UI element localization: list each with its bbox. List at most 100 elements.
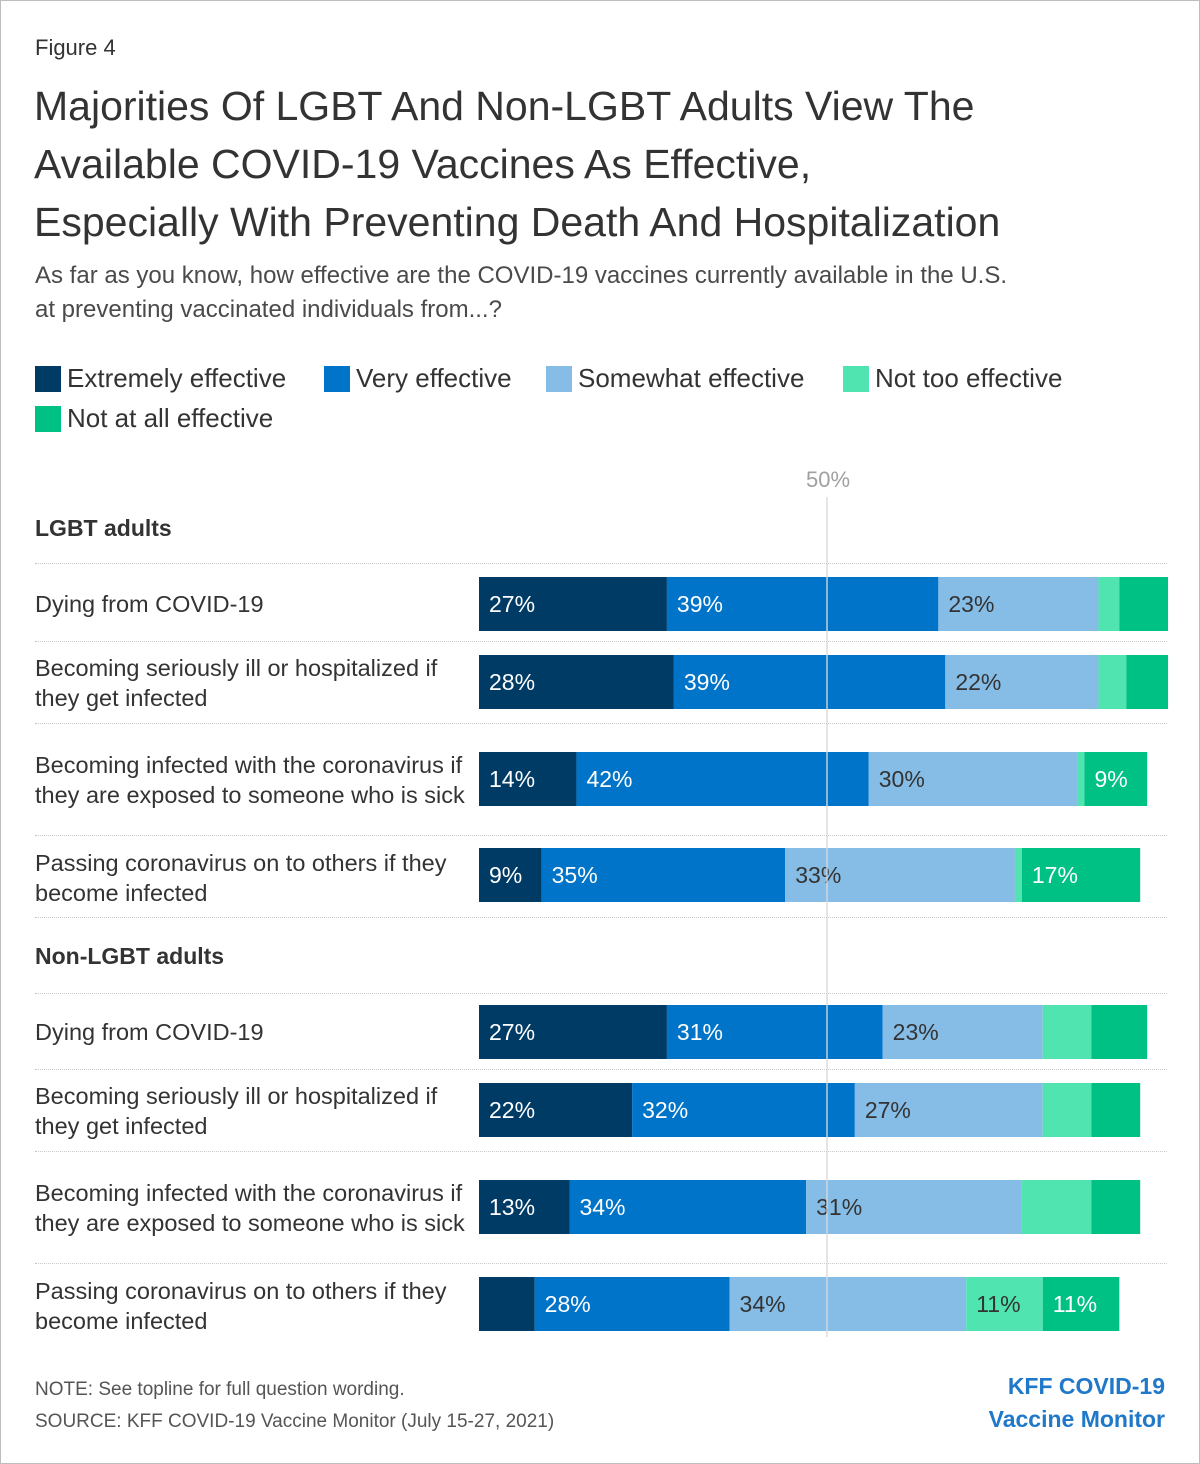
row-label: Becoming infected with the coronavirus i… bbox=[35, 1180, 465, 1236]
bar-segment bbox=[666, 577, 939, 631]
data-label: 42% bbox=[586, 766, 632, 792]
bar-segment bbox=[479, 1083, 633, 1137]
data-label: 22% bbox=[955, 669, 1001, 695]
divider bbox=[35, 1151, 1167, 1152]
data-label: 17% bbox=[1032, 862, 1078, 888]
bar-segment bbox=[806, 1180, 1022, 1234]
data-label: 23% bbox=[948, 591, 994, 617]
bar-segment bbox=[1119, 577, 1169, 631]
divider bbox=[35, 917, 1167, 918]
bar-segment bbox=[534, 1277, 730, 1331]
legend-label: Extremely effective bbox=[67, 363, 287, 393]
bar-segment bbox=[541, 848, 786, 902]
bar-segment bbox=[1098, 577, 1120, 631]
bar-segment bbox=[569, 1180, 807, 1234]
group-heading-non-lgbt: Non-LGBT adults bbox=[35, 943, 225, 969]
bar-segment bbox=[576, 752, 869, 806]
data-label: 31% bbox=[677, 1019, 723, 1045]
legend-item-extremely: Extremely effective bbox=[35, 363, 286, 394]
data-label: 23% bbox=[893, 1019, 939, 1045]
data-label: 27% bbox=[865, 1097, 911, 1123]
group-heading-lgbt: LGBT adults bbox=[35, 515, 172, 541]
data-label: 34% bbox=[740, 1291, 786, 1317]
bar-segment bbox=[1042, 1083, 1092, 1137]
bar-segment bbox=[938, 577, 1099, 631]
chart-source: SOURCE: KFF COVID-19 Vaccine Monitor (Ju… bbox=[35, 1411, 555, 1432]
legend-item-not-too: Not too effective bbox=[843, 363, 1062, 394]
data-label: 11% bbox=[1053, 1291, 1097, 1317]
bar-segment bbox=[868, 752, 1078, 806]
title-line: Available COVID-19 Vaccines As Effective… bbox=[34, 141, 812, 187]
legend-label: Very effective bbox=[356, 363, 512, 393]
row-label: Dying from COVID-19 bbox=[35, 1019, 264, 1045]
legend-item-very: Very effective bbox=[324, 363, 512, 394]
title-line: Especially With Preventing Death And Hos… bbox=[34, 199, 1001, 245]
divider bbox=[35, 641, 1167, 642]
data-label: 34% bbox=[579, 1194, 625, 1220]
bar-segment bbox=[479, 577, 667, 631]
figure-label: Figure 4 bbox=[35, 35, 116, 60]
bar-segment bbox=[479, 752, 577, 806]
divider bbox=[35, 1263, 1167, 1264]
bar-segment bbox=[1084, 752, 1148, 806]
row-label: Passing coronavirus on to others if they… bbox=[35, 1278, 447, 1334]
data-label: 27% bbox=[489, 1019, 535, 1045]
chart-subtitle: As far as you know, how effective are th… bbox=[35, 259, 1175, 327]
bar-segment bbox=[1021, 848, 1141, 902]
bar-segment bbox=[729, 1277, 967, 1331]
data-label: 30% bbox=[879, 766, 925, 792]
bar-segment bbox=[1042, 1005, 1092, 1059]
bar-segment bbox=[479, 1180, 570, 1234]
data-label: 9% bbox=[489, 862, 522, 888]
title-line: Majorities Of LGBT And Non-LGBT Adults V… bbox=[34, 83, 975, 129]
bar-segment bbox=[479, 1005, 667, 1059]
bar-segment bbox=[479, 1277, 535, 1331]
chart-title: Majorities Of LGBT And Non-LGBT Adults V… bbox=[34, 77, 1174, 251]
legend-swatch bbox=[843, 365, 869, 392]
legend-label: Not at all effective bbox=[67, 403, 274, 433]
divider bbox=[35, 563, 1167, 564]
row-label: Becoming infected with the coronavirus i… bbox=[35, 752, 465, 808]
bar-segment bbox=[1098, 655, 1127, 709]
legend-item-not-at-all: Not at all effective bbox=[35, 403, 273, 434]
row-label: Passing coronavirus on to others if they… bbox=[35, 850, 447, 906]
legend-item-somewhat: Somewhat effective bbox=[546, 363, 804, 394]
legend-label: Somewhat effective bbox=[578, 363, 805, 393]
data-label: 13% bbox=[489, 1194, 535, 1220]
bar-segment bbox=[666, 1005, 883, 1059]
legend-label: Not too effective bbox=[875, 363, 1063, 393]
bar-segment bbox=[1091, 1180, 1141, 1234]
data-label: 14% bbox=[489, 766, 535, 792]
data-label: 31% bbox=[816, 1194, 862, 1220]
legend-swatch bbox=[35, 405, 61, 432]
data-label: 33% bbox=[795, 862, 841, 888]
bar-segment bbox=[785, 848, 1015, 902]
divider bbox=[35, 1069, 1167, 1070]
legend-swatch bbox=[35, 365, 61, 392]
legend-swatch bbox=[324, 365, 350, 392]
data-label: 32% bbox=[642, 1097, 688, 1123]
bar-segment bbox=[1021, 1180, 1092, 1234]
data-label: 28% bbox=[545, 1291, 591, 1317]
bar-segment bbox=[1091, 1005, 1148, 1059]
bar-segment bbox=[854, 1083, 1043, 1137]
bar-segment bbox=[479, 848, 542, 902]
data-label: 27% bbox=[489, 591, 535, 617]
data-label: 22% bbox=[489, 1097, 535, 1123]
bar-segment bbox=[945, 655, 1099, 709]
bar-segment bbox=[1077, 752, 1085, 806]
divider bbox=[35, 835, 1167, 836]
data-label: 28% bbox=[489, 669, 535, 695]
bar-segment bbox=[966, 1277, 1043, 1331]
bar-segment bbox=[1091, 1083, 1141, 1137]
row-label: Dying from COVID-19 bbox=[35, 591, 264, 617]
divider bbox=[35, 993, 1167, 994]
row-label: Becoming seriously ill or hospitalized i… bbox=[35, 655, 438, 711]
subtitle-line: at preventing vaccinated individuals fro… bbox=[35, 296, 502, 323]
bar-segment bbox=[1014, 848, 1022, 902]
data-label: 39% bbox=[684, 669, 730, 695]
bar-segment bbox=[1126, 655, 1169, 709]
data-label: 35% bbox=[552, 862, 598, 888]
divider bbox=[35, 723, 1167, 724]
